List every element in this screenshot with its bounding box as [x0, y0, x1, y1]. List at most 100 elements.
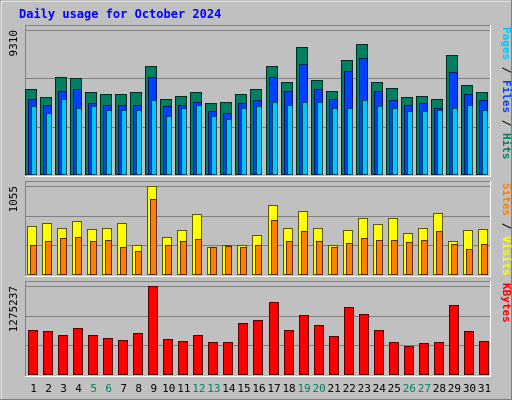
panel-max-label: 9310 [7, 30, 20, 57]
panel-legend: Pages / Files / Hits [500, 27, 512, 160]
bar-kbytes-day-8 [133, 333, 143, 375]
panel-sites-visits: 1055 Sites / Visits [7, 181, 512, 277]
x-tick-label-day-22: 22 [343, 382, 356, 395]
x-tick-label-day-26: 26 [403, 382, 416, 395]
bar-kbytes-day-22 [344, 307, 354, 375]
x-tick-label-day-29: 29 [448, 382, 461, 395]
x-tick-label-day-3: 3 [60, 382, 67, 395]
x-tick-label-day-28: 28 [433, 382, 446, 395]
bar-sites-day-25 [391, 240, 398, 275]
bar-pages-day-26 [407, 111, 413, 175]
bar-sites-day-12 [195, 239, 202, 275]
bar-pages-day-10 [166, 116, 172, 175]
panel-max-label: 1055 [7, 186, 20, 213]
panel-max-label: 1275237 [7, 286, 20, 332]
bar-kbytes-day-17 [269, 302, 279, 375]
bar-pages-day-15 [241, 108, 247, 175]
bar-pages-day-24 [377, 106, 383, 175]
bar-kbytes-day-18 [284, 330, 294, 375]
bar-pages-day-17 [272, 102, 278, 175]
bar-pages-day-28 [437, 110, 443, 175]
bar-sites-day-27 [421, 240, 428, 275]
x-tick-label-day-25: 25 [388, 382, 401, 395]
bar-kbytes-day-13 [208, 342, 218, 375]
bar-sites-day-1 [30, 245, 37, 275]
x-tick-label-day-10: 10 [162, 382, 175, 395]
x-tick-label-day-19: 19 [297, 382, 310, 395]
bar-sites-day-18 [286, 241, 293, 275]
bar-sites-day-22 [346, 243, 353, 275]
bar-kbytes-day-16 [253, 320, 263, 375]
bar-sites-day-4 [75, 237, 82, 275]
bar-kbytes-day-9 [148, 286, 158, 375]
bar-pages-day-27 [422, 111, 428, 175]
x-tick-label-day-21: 21 [328, 382, 341, 395]
x-tick-label-day-1: 1 [30, 382, 37, 395]
x-tick-label-day-13: 13 [207, 382, 220, 395]
x-tick-label-day-24: 24 [373, 382, 387, 395]
bar-pages-day-14 [226, 119, 232, 175]
panel-legend: Sites / Visits [500, 183, 512, 276]
bar-sites-day-21 [331, 247, 338, 275]
bar-pages-day-21 [332, 108, 338, 175]
x-tick-label-day-23: 23 [358, 382, 371, 395]
bar-sites-day-29 [451, 244, 458, 275]
bar-sites-day-31 [481, 244, 488, 275]
bar-kbytes-day-14 [223, 342, 233, 375]
bar-sites-day-16 [255, 245, 262, 275]
legend-/: / [500, 113, 512, 133]
bar-sites-day-19 [301, 231, 308, 275]
x-tick-label-day-18: 18 [282, 382, 295, 395]
chart-panels: 9310 Pages / Files / Hits 1055 Sites / Visi… [7, 25, 512, 377]
x-tick-label-day-30: 30 [463, 382, 476, 395]
x-tick-label-day-2: 2 [45, 382, 52, 395]
bar-pages-day-9 [151, 100, 157, 175]
bar-kbytes-day-28 [434, 342, 444, 375]
legend-/: / [500, 216, 512, 236]
bar-kbytes-day-27 [419, 343, 429, 375]
bar-kbytes-day-25 [389, 342, 399, 375]
bar-kbytes-day-5 [88, 335, 98, 375]
legend-hits: Hits [500, 133, 512, 160]
bar-pages-day-16 [256, 106, 262, 175]
x-tick-label-day-15: 15 [237, 382, 250, 395]
bar-kbytes-day-19 [299, 315, 309, 375]
bar-pages-day-13 [211, 116, 217, 175]
bar-kbytes-day-10 [163, 339, 173, 375]
bar-sites-day-14 [225, 246, 232, 275]
bar-pages-day-18 [287, 105, 293, 175]
bar-kbytes-day-31 [479, 341, 489, 375]
bar-kbytes-day-30 [464, 331, 474, 375]
x-tick-label-day-14: 14 [222, 382, 236, 395]
bar-sites-day-5 [90, 241, 97, 275]
bar-kbytes-day-4 [73, 328, 83, 375]
bar-sites-day-7 [120, 247, 127, 275]
bar-pages-day-22 [347, 108, 353, 175]
bar-sites-day-11 [180, 241, 187, 275]
x-tick-label-day-5: 5 [90, 382, 97, 395]
bar-sites-day-2 [45, 241, 52, 275]
panel-legend: KBytes [500, 283, 512, 323]
bar-sites-day-15 [240, 247, 247, 275]
x-tick-label-day-7: 7 [120, 382, 127, 395]
chart-title: Daily usage for October 2024 [19, 7, 221, 21]
bar-sites-day-3 [60, 238, 67, 275]
x-axis-day-labels: 1 2 3 4 5 6 7 8 9 10 11 12 13 14 15 16 17 18 19 20 21 22 23 24 2… [30, 382, 491, 395]
bar-pages-day-5 [91, 106, 97, 175]
bar-sites-day-10 [165, 245, 172, 275]
bar-pages-day-12 [196, 105, 202, 175]
x-tick-label-day-12: 12 [192, 382, 205, 395]
bar-kbytes-day-6 [103, 338, 113, 375]
x-tick-label-day-6: 6 [105, 382, 112, 395]
bar-pages-day-3 [61, 99, 67, 175]
bar-pages-day-6 [106, 110, 112, 175]
legend-visits: Visits [500, 236, 512, 276]
bar-sites-day-23 [361, 238, 368, 275]
legend-sites: Sites [500, 183, 512, 216]
legend-pages: Pages [500, 27, 512, 60]
bar-kbytes-day-21 [329, 336, 339, 375]
bar-kbytes-day-23 [359, 314, 369, 375]
bar-pages-day-25 [392, 108, 398, 175]
bar-kbytes-day-7 [118, 340, 128, 375]
